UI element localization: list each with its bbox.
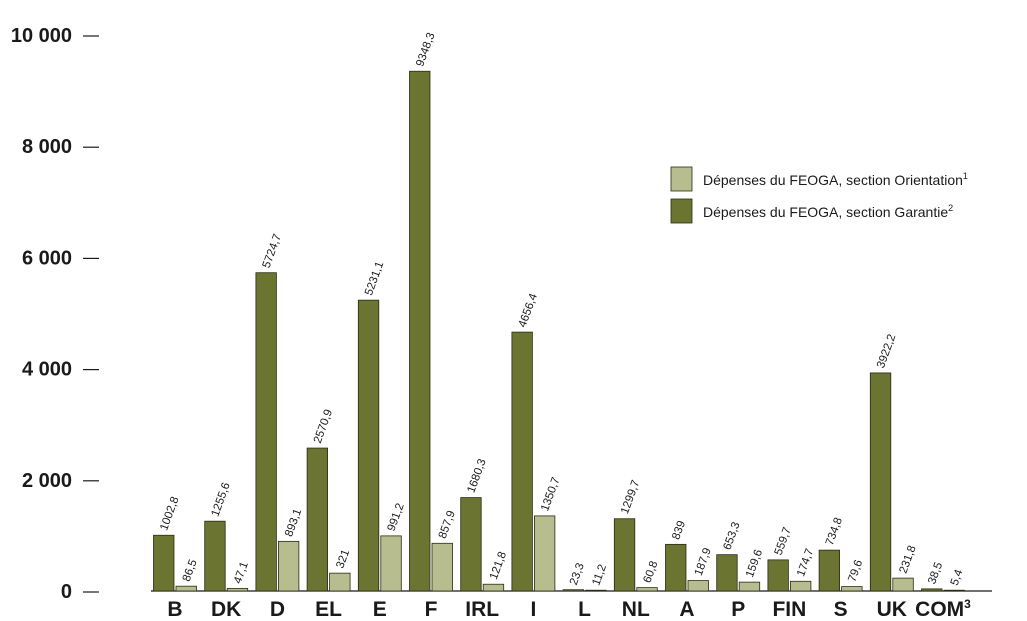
value-label-garantie-el: 2570,9 xyxy=(312,408,335,445)
value-label-garantie-b: 1002,8 xyxy=(158,495,181,532)
x-tick-label-b: B xyxy=(167,598,182,621)
value-label-garantie-nl: 1299,7 xyxy=(619,479,642,516)
y-tick-label: 8 000 xyxy=(22,136,72,158)
bar-orientation-e xyxy=(380,535,402,592)
value-label-orientation-p: 159,6 xyxy=(744,548,765,579)
y-tick-label: 0 xyxy=(61,581,72,603)
value-label-garantie-s: 734,8 xyxy=(824,516,845,547)
x-tick-label-l: L xyxy=(578,598,591,621)
bar-orientation-fin xyxy=(790,580,812,592)
value-label-garantie-fin: 559,7 xyxy=(773,526,794,557)
bar-garantie-el xyxy=(306,447,329,592)
value-label-garantie-f: 9348,3 xyxy=(414,31,437,68)
bar-orientation-d xyxy=(277,540,300,592)
bar-orientation-s xyxy=(841,586,863,592)
bar-garantie-e xyxy=(357,299,380,592)
x-tick-label-nl: NL xyxy=(622,598,650,621)
legend-swatch-garantie xyxy=(670,198,693,224)
y-axis: 0 2 000 4 000 6 000 8 000 10 000 xyxy=(11,25,992,603)
bars-layer xyxy=(153,70,965,592)
value-label-orientation-nl: 60,8 xyxy=(642,560,661,585)
value-label-orientation-d: 893,1 xyxy=(283,507,304,538)
bar-garantie-dk xyxy=(204,520,226,592)
x-tick-label-p: P xyxy=(731,598,745,621)
bar-orientation-f xyxy=(431,542,453,592)
bar-garantie-p xyxy=(716,554,738,592)
y-tick-label: 10 000 xyxy=(11,25,72,47)
value-label-garantie-d: 5724,7 xyxy=(261,233,284,270)
bar-garantie-a xyxy=(665,543,687,592)
value-label-orientation-a: 187,9 xyxy=(693,546,714,577)
legend-footnote: 1 xyxy=(963,171,968,181)
value-label-garantie-e: 5231,1 xyxy=(363,260,386,297)
bar-orientation-a xyxy=(687,580,709,592)
value-label-orientation-l: 11,2 xyxy=(590,563,609,587)
value-label-orientation-dk: 47,1 xyxy=(232,560,251,585)
value-label-garantie-uk: 3922,2 xyxy=(875,333,898,370)
bar-garantie-uk xyxy=(869,372,892,592)
value-label-orientation-el: 321 xyxy=(334,548,352,570)
x-tick-label-el: EL xyxy=(315,598,342,621)
x-tick-label-f: F xyxy=(425,598,438,621)
x-tick-label-s: S xyxy=(834,598,848,621)
legend-label-garantie: Dépenses du FEOGA, section Garantie2 xyxy=(703,203,953,220)
value-label-orientation-s: 79,6 xyxy=(846,558,865,583)
value-label-orientation-b: 86,5 xyxy=(181,558,200,583)
value-label-garantie-p: 653,3 xyxy=(721,521,742,552)
value-labels-layer: 1002,8 86,5 1255,6 47,1 5724,7 893,1 2570,9 321… xyxy=(158,31,965,587)
x-tick-label-com: COM3 xyxy=(915,597,971,621)
value-label-orientation-irl: 121,8 xyxy=(488,550,509,581)
x-tick-label-a: A xyxy=(679,598,694,621)
bar-garantie-com xyxy=(921,588,943,592)
x-axis: B DK D EL E F IRL I L NL A P FIN S UK COM3 xyxy=(167,597,971,621)
value-label-garantie-dk: 1255,6 xyxy=(209,481,232,518)
y-tick-label: 2 000 xyxy=(22,470,72,492)
x-tick-label-i: I xyxy=(530,598,536,621)
bar-garantie-irl xyxy=(460,497,482,592)
x-tick-footnote: 3 xyxy=(964,597,971,611)
bar-garantie-l xyxy=(562,589,584,592)
y-tick-label: 4 000 xyxy=(22,359,72,381)
bar-orientation-nl xyxy=(636,587,658,592)
bar-orientation-dk xyxy=(226,587,249,592)
legend-footnote: 2 xyxy=(948,203,953,213)
value-label-garantie-com: 38,5 xyxy=(926,561,945,586)
value-label-orientation-e: 991,2 xyxy=(386,502,407,533)
value-label-garantie-i: 4656,4 xyxy=(517,291,541,329)
value-label-orientation-f: 857,9 xyxy=(437,509,458,540)
x-tick-label-dk: DK xyxy=(211,598,241,621)
value-label-orientation-fin: 174,7 xyxy=(795,547,816,578)
value-label-orientation-com: 5,4 xyxy=(949,568,966,588)
bar-orientation-l xyxy=(585,589,607,592)
bar-orientation-uk xyxy=(892,577,914,592)
x-tick-label-e: E xyxy=(373,598,387,621)
value-label-garantie-irl: 1680,3 xyxy=(465,457,488,494)
legend-swatch-orientation xyxy=(670,166,693,192)
bar-garantie-d xyxy=(255,272,277,592)
x-tick-label-d: D xyxy=(270,598,285,621)
bar-orientation-b xyxy=(175,585,197,592)
value-label-garantie-a: 839 xyxy=(670,519,688,541)
value-label-orientation-i: 1350,7 xyxy=(539,476,562,513)
y-tick-label: 6 000 xyxy=(22,247,72,269)
legend: Dépenses du FEOGA, section Orientation1 D… xyxy=(670,166,968,224)
bar-garantie-nl xyxy=(613,518,636,592)
bar-orientation-p xyxy=(738,581,761,592)
bar-orientation-com xyxy=(943,589,965,592)
bar-garantie-s xyxy=(818,549,840,592)
bar-orientation-irl xyxy=(482,583,505,592)
x-tick-label-fin: FIN xyxy=(772,598,806,621)
x-tick-label-irl: IRL xyxy=(465,598,499,621)
bar-orientation-el xyxy=(329,572,351,592)
bar-garantie-f xyxy=(409,70,431,592)
value-label-garantie-l: 23,3 xyxy=(568,562,587,587)
value-label-orientation-uk: 231,8 xyxy=(898,544,919,575)
bar-garantie-fin xyxy=(767,559,789,592)
bar-garantie-i xyxy=(511,331,533,592)
bar-garantie-b xyxy=(153,534,175,592)
legend-label-orientation: Dépenses du FEOGA, section Orientation1 xyxy=(703,171,968,188)
x-tick-label-uk: UK xyxy=(877,598,907,621)
bar-orientation-i xyxy=(534,515,556,592)
